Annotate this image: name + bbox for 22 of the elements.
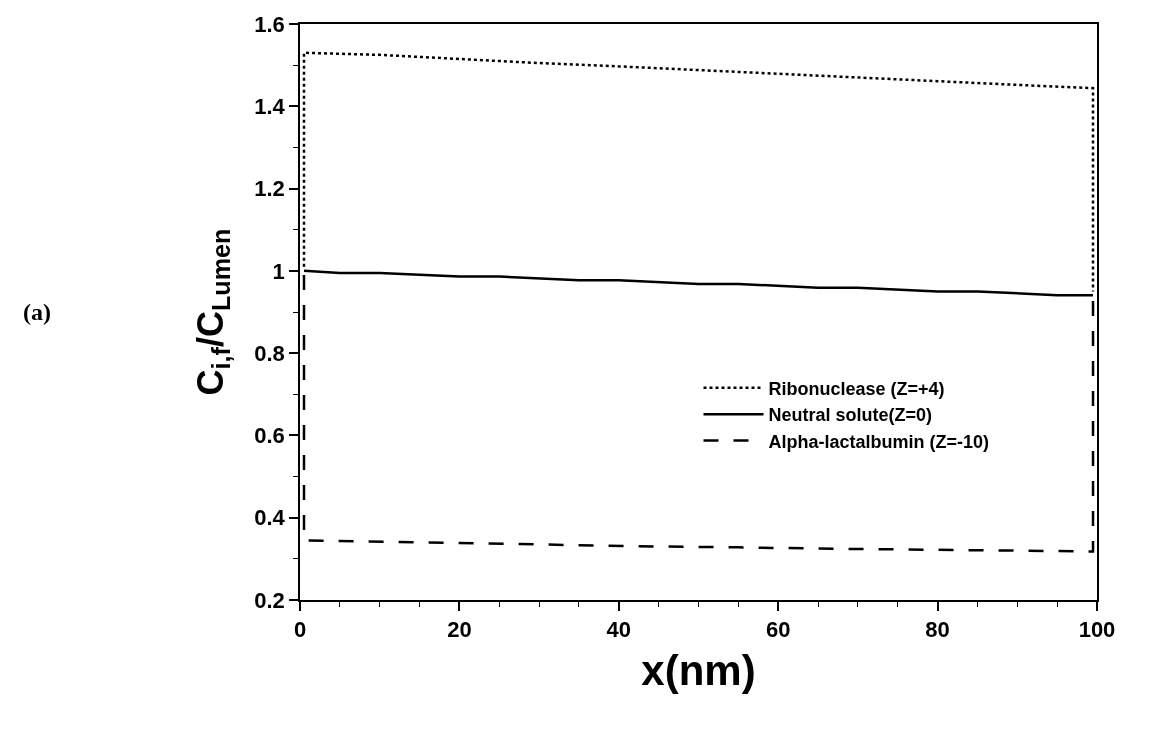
y-tick-label: 0.8 xyxy=(254,340,285,366)
x-axis-title: x(nm) xyxy=(641,646,756,694)
text: (a) xyxy=(23,299,51,325)
y-tick-label: 1.6 xyxy=(254,11,285,37)
x-tick-label: 0 xyxy=(293,617,307,643)
x-tick-label: 40 xyxy=(606,617,632,643)
x-tick-label: 20 xyxy=(447,617,472,643)
y-tick-label: 1 xyxy=(272,258,285,284)
x-tick-label: 60 xyxy=(765,617,791,643)
line-series xyxy=(302,273,1095,553)
y-tick-label: 0.4 xyxy=(254,505,286,531)
y-tick-label: 0.6 xyxy=(254,423,285,449)
y-tick-label: 0.2 xyxy=(254,587,285,613)
legend-label: Ribonuclease (Z=+4) xyxy=(768,378,945,399)
line-series xyxy=(302,269,1095,297)
x-tick-label: 100 xyxy=(1078,617,1116,643)
legend-label: Neutral solute(Z=0) xyxy=(768,405,933,426)
line-series xyxy=(302,51,1095,293)
y-tick-label: 1.2 xyxy=(254,176,285,202)
y-tick-label: 1.4 xyxy=(254,93,286,119)
x-tick-label: 80 xyxy=(925,617,950,643)
legend-label: Alpha-lactalbumin (Z=-10) xyxy=(768,431,990,452)
